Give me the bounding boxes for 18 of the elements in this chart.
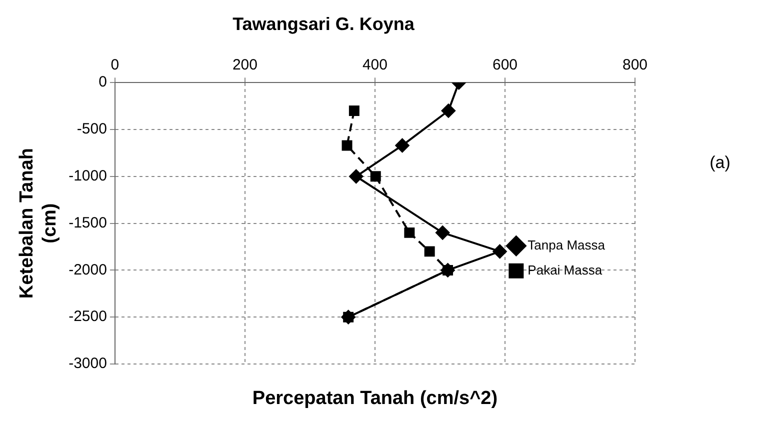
y-axis-title: Ketebalan Tanah (cm) [16,148,60,299]
legend-label: Tanpa Massa [528,237,606,252]
x-tick-label: 600 [492,56,518,74]
chart-title: Tawangsari G. Koyna [232,14,416,34]
y-tick-label: -1000 [68,168,107,185]
y-tick-label: -2500 [68,308,107,326]
legend-label: Pakai Massa [528,262,603,278]
y-tick-label: -3000 [68,355,107,372]
y-tick-label: 0 [98,74,107,91]
text: (a) [710,153,730,172]
y-tick-label: -1500 [68,214,107,232]
x-tick-label: 0 [110,56,120,74]
x-tick-label: 400 [362,56,388,74]
x-axis-title: Percepatan Tanah (cm/s^2) [252,388,498,409]
x-tick-label: 200 [232,56,258,74]
y-tick-label: -2000 [68,261,107,278]
x-tick-label: 800 [622,56,648,74]
y-tick-label: -500 [76,120,107,138]
